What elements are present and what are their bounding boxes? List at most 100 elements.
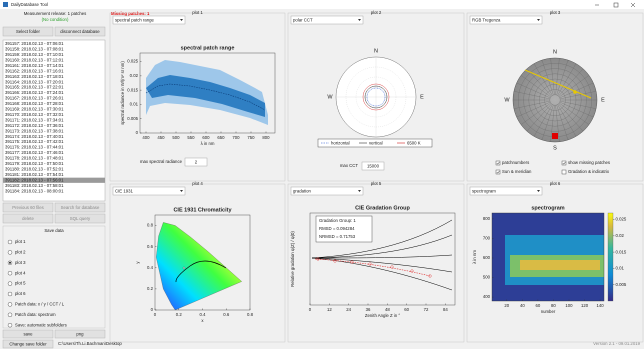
file-item[interactable]: 391183: 2018.02.13 - 07:58:01: [5, 183, 64, 188]
checkmark[interactable]: [562, 161, 566, 165]
radio-label[interactable]: plot 1: [15, 239, 26, 244]
radio-button[interactable]: [7, 302, 13, 307]
radio-dot[interactable]: [9, 261, 11, 264]
radio-button[interactable]: [7, 281, 13, 286]
radio-button[interactable]: [7, 312, 13, 317]
radio-label[interactable]: Patch data: x / y / CCT / L: [15, 302, 65, 307]
radio-button[interactable]: [7, 291, 13, 297]
dropdown-arrow[interactable]: [537, 190, 540, 192]
nav-button[interactable]: [2, 202, 54, 213]
checkmark[interactable]: [496, 170, 500, 174]
dropdown-arrow[interactable]: [180, 19, 183, 21]
file-item[interactable]: 391169: 2018.02.13 - 07:30:01: [5, 107, 64, 112]
checkbox[interactable]: [495, 169, 501, 175]
file-item[interactable]: 391179: 2018.02.13 - 07:50:01: [5, 161, 64, 166]
file-item[interactable]: 391177: 2018.02.13 - 07:46:01: [5, 150, 64, 155]
file-item[interactable]: 391167: 2018.02.13 - 07:26:01: [5, 96, 64, 101]
radio-label[interactable]: plot 5: [15, 281, 26, 286]
checkbox-label[interactable]: Gradation & indicatrix: [568, 169, 610, 174]
checkmark[interactable]: [496, 161, 500, 165]
folder-button[interactable]: [2, 339, 54, 349]
nav-button-label[interactable]: SQL query: [70, 216, 91, 221]
file-item[interactable]: 391165: 2018.02.13 - 07:22:01: [5, 85, 64, 90]
nav-button[interactable]: [54, 202, 106, 213]
control-value[interactable]: 2: [195, 159, 198, 164]
dropdown-arrow[interactable]: [358, 19, 361, 21]
radio-label[interactable]: Save: automatic subfolders: [15, 322, 67, 327]
sidebar-button[interactable]: [54, 26, 106, 37]
file-item[interactable]: 391175: 2018.02.13 - 07:42:01: [5, 139, 64, 144]
file-item[interactable]: 391184: 2018.02.13 - 08:00:01: [5, 188, 64, 193]
dropdown-label[interactable]: gradation: [293, 188, 312, 193]
save-button[interactable]: [54, 329, 106, 339]
window-controls[interactable]: [595, 2, 636, 8]
radio-label[interactable]: plot 3: [15, 260, 26, 265]
plot-dropdown[interactable]: [469, 186, 543, 196]
file-item[interactable]: 391170: 2018.02.13 - 07:32:01: [5, 112, 64, 117]
file-item[interactable]: 391161: 2018.02.13 - 07:14:01: [5, 63, 64, 68]
radio-label[interactable]: Patch data: spectrum: [15, 312, 56, 317]
file-item[interactable]: 391168: 2018.02.13 - 07:28:01: [5, 101, 64, 106]
file-item[interactable]: 391166: 2018.02.13 - 07:24:01: [5, 90, 64, 95]
checkbox-label[interactable]: patchnumbers: [502, 160, 529, 165]
folder-button-label[interactable]: Change save folder: [9, 341, 47, 346]
file-list[interactable]: [2, 39, 106, 202]
file-item[interactable]: 391163: 2018.02.13 - 07:18:01: [5, 74, 64, 79]
dropdown-label[interactable]: spectral patch range: [115, 17, 155, 22]
nav-button-label[interactable]: Previous 60 files: [12, 205, 44, 210]
file-item[interactable]: 391173: 2018.02.13 - 07:38:01: [5, 128, 64, 133]
dropdown-label[interactable]: CIE 1931: [115, 188, 134, 193]
nav-button[interactable]: [2, 213, 54, 224]
control-input[interactable]: [361, 161, 385, 171]
nav-button[interactable]: [54, 213, 106, 224]
radio-label[interactable]: plot 2: [15, 250, 26, 255]
file-item[interactable]: 391176: 2018.02.13 - 07:44:01: [5, 145, 64, 150]
radio-label[interactable]: plot 6: [15, 291, 26, 296]
file-item[interactable]: 391172: 2018.02.13 - 07:36:01: [5, 123, 64, 128]
sidebar-button[interactable]: [2, 26, 54, 37]
cct-6500k: [362, 83, 390, 111]
dropdown-arrow[interactable]: [180, 190, 183, 192]
checkbox-label[interactable]: Sun & meridian: [502, 169, 532, 174]
plot-dropdown[interactable]: [290, 15, 364, 25]
radio-button[interactable]: [7, 323, 13, 328]
sidebar-button-label[interactable]: disconnect database: [60, 29, 100, 34]
radio-button[interactable]: [7, 250, 13, 255]
dropdown-label[interactable]: spectrogram: [472, 188, 496, 193]
radio-label[interactable]: plot 4: [15, 270, 26, 275]
nav-button-label[interactable]: Search for database: [61, 205, 100, 210]
radio-button[interactable]: [7, 239, 13, 245]
nav-button-label[interactable]: delete: [22, 216, 34, 221]
save-button[interactable]: [2, 329, 54, 339]
checkbox[interactable]: [561, 160, 567, 166]
dropdown-label[interactable]: RGB Tregenza: [472, 17, 501, 22]
file-item[interactable]: 391164: 2018.02.13 - 07:20:01: [5, 79, 64, 84]
file-item[interactable]: 391180: 2018.02.13 - 07:52:01: [5, 166, 64, 171]
file-item[interactable]: 391174: 2018.02.13 - 07:40:01: [5, 134, 64, 139]
file-item[interactable]: 391159: 2018.02.13 - 07:10:01: [5, 52, 64, 57]
plot-dropdown[interactable]: [469, 15, 543, 25]
checkbox[interactable]: [561, 169, 567, 175]
sidebar-button-label[interactable]: Select folder: [16, 29, 40, 34]
file-item[interactable]: 391162: 2018.02.13 - 07:16:01: [5, 68, 64, 73]
radio-button[interactable]: [7, 271, 13, 276]
control-value[interactable]: 15000: [367, 163, 380, 168]
file-item[interactable]: 391171: 2018.02.13 - 07:34:01: [5, 117, 64, 122]
checkbox[interactable]: [495, 160, 501, 166]
file-item[interactable]: 391160: 2018.02.13 - 07:12:01: [5, 57, 64, 62]
dropdown-arrow[interactable]: [358, 190, 361, 192]
dropdown-arrow[interactable]: [537, 19, 540, 21]
plot-dropdown[interactable]: [112, 186, 186, 196]
save-button-label[interactable]: png: [76, 331, 84, 336]
control-input[interactable]: [184, 157, 208, 167]
plot-dropdown[interactable]: [290, 186, 364, 196]
file-item[interactable]: 391157: 2018.02.13 - 07:06:01: [5, 41, 64, 46]
save-button-label[interactable]: save: [23, 331, 33, 336]
plot-dropdown[interactable]: [112, 15, 186, 25]
checkbox-label[interactable]: show missing patches: [568, 160, 610, 165]
dropdown-label[interactable]: polar CCT: [293, 17, 313, 22]
file-item[interactable]: 391178: 2018.02.13 - 07:48:01: [5, 156, 64, 161]
file-item[interactable]: 391182: 2018.02.13 - 07:56:01: [5, 177, 64, 182]
file-item[interactable]: 391158: 2018.02.13 - 07:08:01: [5, 47, 64, 52]
file-item[interactable]: 391181: 2018.02.13 - 07:54:01: [5, 172, 64, 177]
